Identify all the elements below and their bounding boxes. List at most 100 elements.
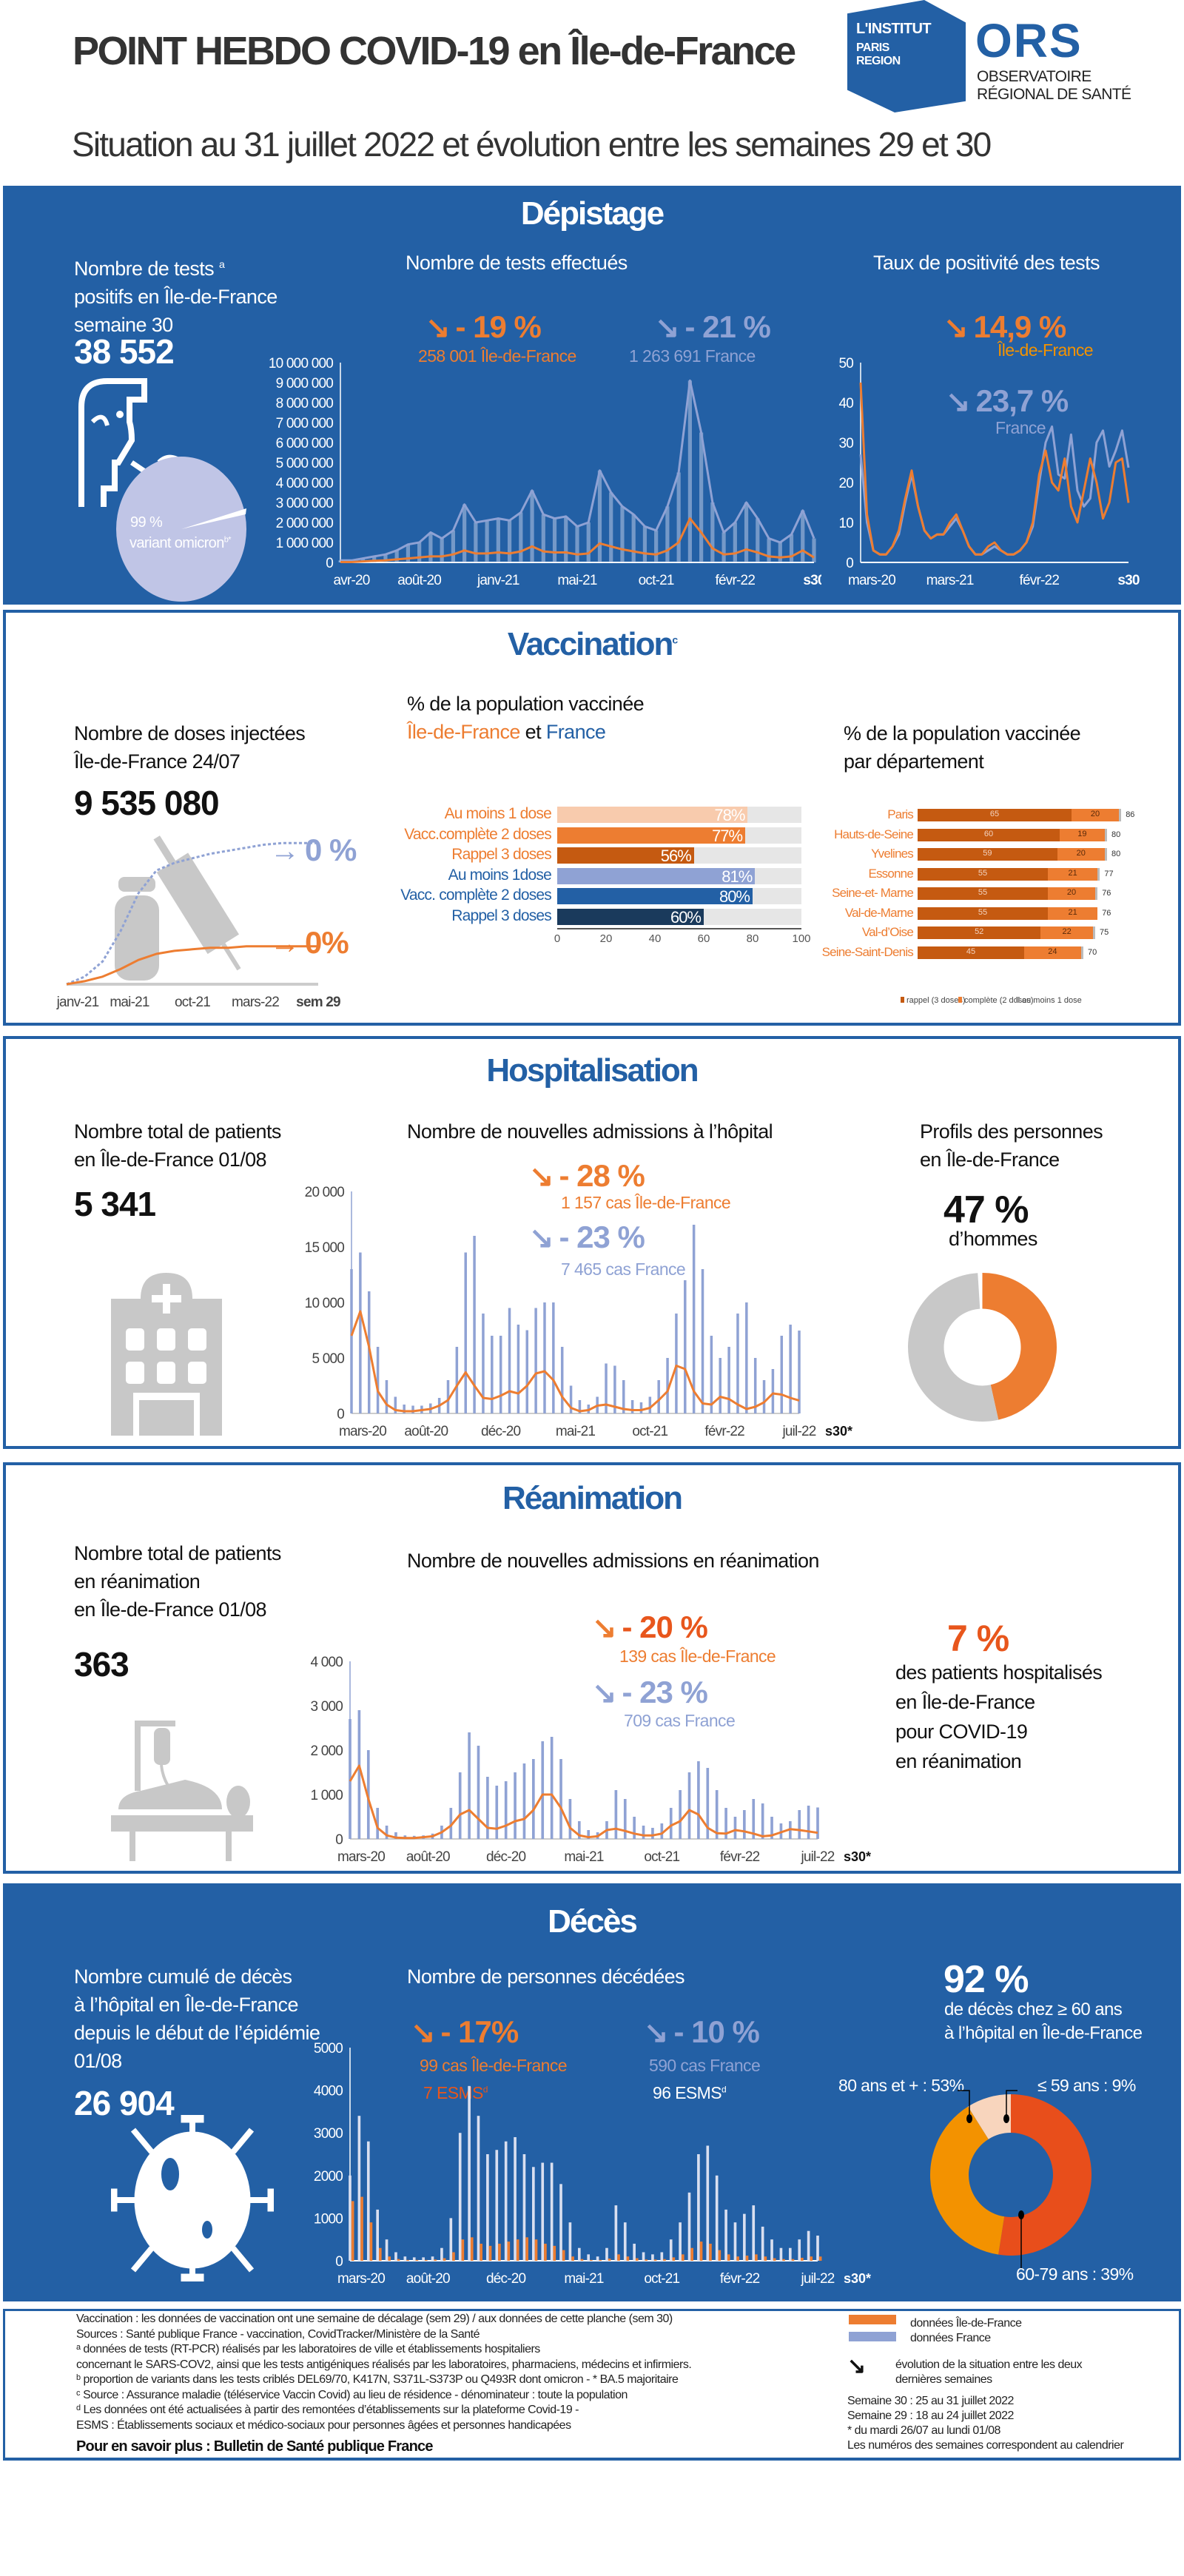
bar-ledefrance (635, 2258, 639, 2261)
series-line-france (859, 425, 1130, 556)
bar-france (366, 2141, 370, 2261)
legend-item: rappel (3 doses) (901, 996, 966, 1005)
x-tick-label: oct-21 (632, 1424, 667, 1439)
bar-france (684, 1280, 687, 1413)
arrow-down-icon: ↘ (426, 312, 451, 344)
arrow-right-icon: → (270, 927, 300, 960)
bar-ledefrance (461, 2239, 465, 2261)
more-info-link[interactable]: Pour en savoir plus : Bulletin de Santé … (76, 2438, 433, 2455)
esms-value: 7 ESMS (423, 2083, 483, 2102)
bar-france (743, 2213, 746, 2261)
virus-icon (111, 2115, 274, 2281)
doses-idf-change: → 0% (270, 925, 349, 961)
bar-france (449, 2218, 453, 2261)
bar-france (495, 1786, 499, 1839)
x-tick-label: 0 (554, 932, 561, 945)
dept-label: Essonne (868, 866, 913, 881)
bar-france (468, 1732, 471, 1839)
logo-text: L'INSTITUT (856, 21, 932, 37)
y-tick-label: 40 (838, 396, 853, 411)
bar-france (642, 526, 648, 562)
bar-rappel (918, 809, 1072, 821)
slice-label-80plus: 80 ans et + : 53% (838, 2076, 964, 2095)
label-line: Nombre cumulé de décès (74, 1965, 292, 1988)
bar-france (744, 502, 749, 562)
bar-value: 56% (660, 847, 692, 865)
bar-france (411, 1405, 414, 1413)
bar-label: Au moins 1dose (448, 866, 552, 884)
omicron-label-text: variant omicron (130, 535, 224, 551)
x-tick-label: mai-21 (557, 573, 597, 588)
bar-france (807, 1806, 810, 1839)
series-line-france (66, 841, 318, 986)
footnote: Vaccination : les données de vaccination… (76, 2313, 673, 2325)
bar-france (605, 1363, 608, 1413)
bar-ledefrance (580, 2259, 584, 2261)
tests-positive-label: Nombre de tests a positifs en Île-de-Fra… (74, 250, 278, 339)
bar-ledefrance (718, 2250, 722, 2261)
bar-label: Au moins 1 dose (444, 805, 552, 822)
y-tick-label: 20 (838, 476, 853, 491)
y-tick-label: 5 000 000 (276, 456, 334, 471)
bar-value: 76 (1102, 908, 1111, 918)
vacc-center-title: % de la population vaccinée Île-de-France… (407, 690, 645, 746)
bar-france (577, 2247, 581, 2261)
bar-france (357, 2116, 361, 2261)
legend-swatch (958, 997, 962, 1003)
bar-rappel (918, 867, 1048, 881)
bar-france (676, 472, 681, 562)
y-tick-label: 4 000 (310, 1655, 343, 1670)
bar-france (532, 2167, 535, 2261)
x-tick-label: mars-22 (232, 995, 279, 1010)
x-end-label: s30* (825, 1424, 852, 1439)
rea-total-label: Nombre total de patients en réanimation en… (74, 1539, 281, 1624)
bar-france (482, 1314, 485, 1413)
bar-value: 78% (714, 806, 745, 824)
bar-france (383, 554, 388, 562)
bar-france (623, 2222, 627, 2261)
tests-fr-detail: 1 263 691 France (629, 346, 756, 366)
change-value: - 19 % (455, 309, 542, 344)
deaths-idf-change: ↘ - 17% (411, 2014, 519, 2050)
footnote: ᵈ Les données ont été actualisées à part… (76, 2404, 579, 2416)
x-tick-label: oct-21 (644, 1849, 679, 1865)
x-tick-label: 80 (746, 932, 759, 945)
bar-value: 80% (719, 887, 750, 906)
bar-france (771, 1369, 775, 1413)
y-tick-label: 3000 (314, 2126, 343, 2142)
bar-ledefrance (480, 2243, 482, 2261)
deaths-idf-detail: 99 cas Île-de-France (420, 2056, 568, 2075)
arrow-down-icon: ↘ (644, 2017, 669, 2049)
bar-france (622, 1380, 625, 1413)
y-tick-label: 10 (838, 516, 853, 531)
bar-france (376, 1347, 380, 1413)
footnote-mark: b* (223, 535, 232, 545)
bar-ledefrance (681, 2254, 684, 2261)
x-tick-label: mai-21 (564, 1849, 604, 1865)
bar-value: 22 (1062, 927, 1072, 936)
bar-value: 55 (978, 888, 988, 897)
bar-ledefrance (755, 2254, 758, 2261)
bar-france (552, 518, 557, 562)
bar-france (631, 514, 636, 562)
hosp-idf-detail: 1 157 cas Île-de-France (561, 1193, 731, 1212)
change-value: - 20 % (622, 1610, 708, 1644)
bar-ledefrance (801, 2257, 804, 2261)
legend-fr: France (545, 721, 606, 743)
pie-slice-other (181, 508, 246, 529)
hosp-fr-detail: 7 465 cas France (561, 1260, 686, 1279)
bar-rappel (918, 927, 1041, 939)
bar-value: 45 (966, 946, 976, 956)
slice-label-60-79: 60-79 ans : 39% (1016, 2264, 1134, 2284)
bar-france (541, 2162, 545, 2261)
rea-idf-detail: 139 cas Île-de-France (619, 1647, 776, 1666)
change-value: - 23 % (622, 1675, 708, 1709)
bar-france (816, 1807, 819, 1839)
arrow-down-icon: ↘ (655, 312, 680, 344)
x-tick-label: 20 (599, 932, 613, 945)
bar-france (491, 1336, 494, 1413)
bar-france (639, 1402, 643, 1413)
bar-ledefrance (544, 2243, 547, 2261)
bar-france (614, 1790, 618, 1839)
bar-ledefrance (599, 2259, 602, 2261)
